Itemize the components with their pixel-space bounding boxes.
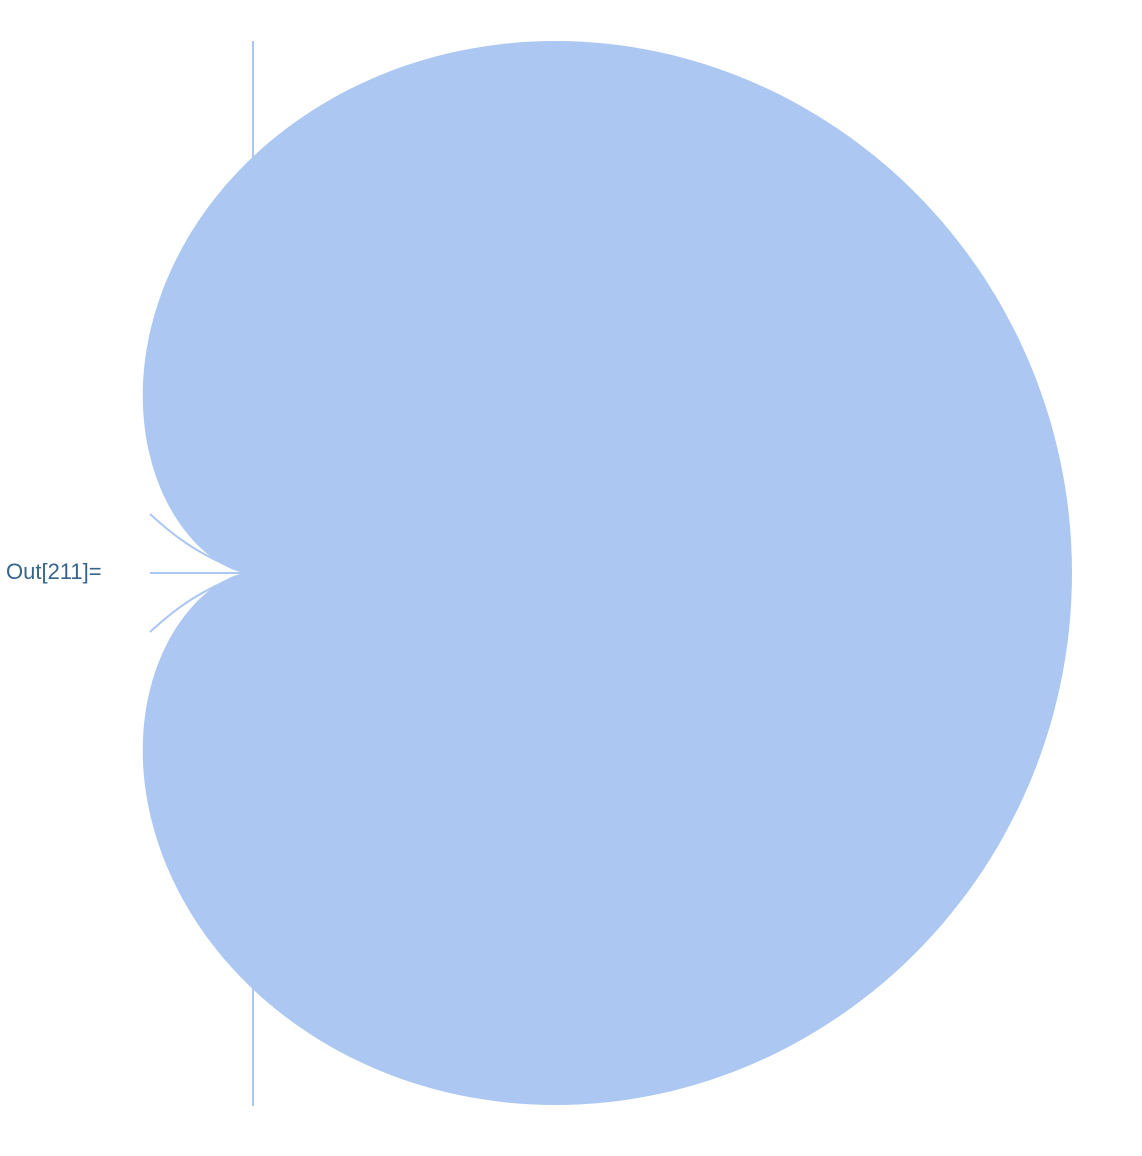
output-cell-label: Out[211]= bbox=[6, 559, 102, 584]
cusp-curve-upper bbox=[149, 513, 247, 574]
cardioid-region bbox=[142, 41, 1073, 1105]
cusp-curve-lower bbox=[149, 572, 247, 633]
